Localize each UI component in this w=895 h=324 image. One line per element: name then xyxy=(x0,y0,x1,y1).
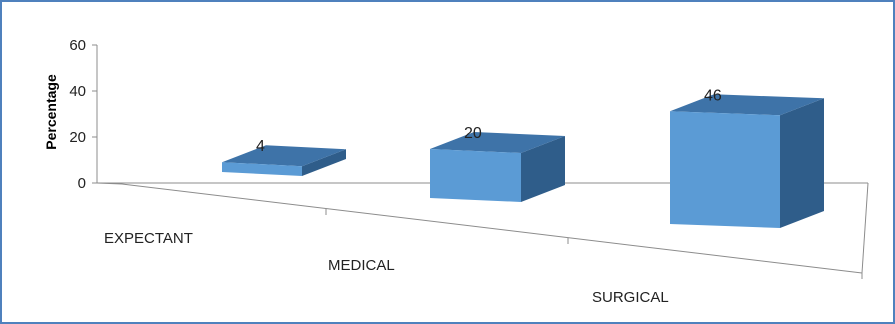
x-axis-floor-right xyxy=(861,182,869,274)
data-label: 46 xyxy=(704,87,722,104)
x-tick-label: MEDICAL xyxy=(328,257,395,274)
bars: 4 20 46 xyxy=(222,87,824,228)
x-tick-labels: EXPECTANT MEDICAL SURGICAL xyxy=(104,230,669,306)
x-tick-label: SURGICAL xyxy=(592,289,669,306)
bar xyxy=(222,162,302,176)
bar xyxy=(670,111,780,228)
bar-side-face xyxy=(521,136,565,202)
y-axis-label: Percentage xyxy=(43,74,59,150)
data-label: 4 xyxy=(256,138,265,155)
bar-side-face xyxy=(780,98,824,228)
bar-top-face xyxy=(670,94,824,116)
y-tick-label: 20 xyxy=(69,129,86,146)
bar-side-face xyxy=(302,149,346,176)
y-ticks: 0 20 40 60 xyxy=(69,37,97,192)
x-axis-floor-front xyxy=(121,183,863,274)
y-tick-label: 0 xyxy=(78,175,86,192)
floor-left-edge xyxy=(96,182,123,185)
data-label: 20 xyxy=(464,125,482,142)
bar-top-face xyxy=(430,132,565,153)
bar xyxy=(430,149,521,202)
y-tick-label: 40 xyxy=(69,83,86,100)
x-tick-label: EXPECTANT xyxy=(104,230,193,247)
bar-top-face xyxy=(222,145,346,167)
y-tick-label: 60 xyxy=(69,37,86,54)
